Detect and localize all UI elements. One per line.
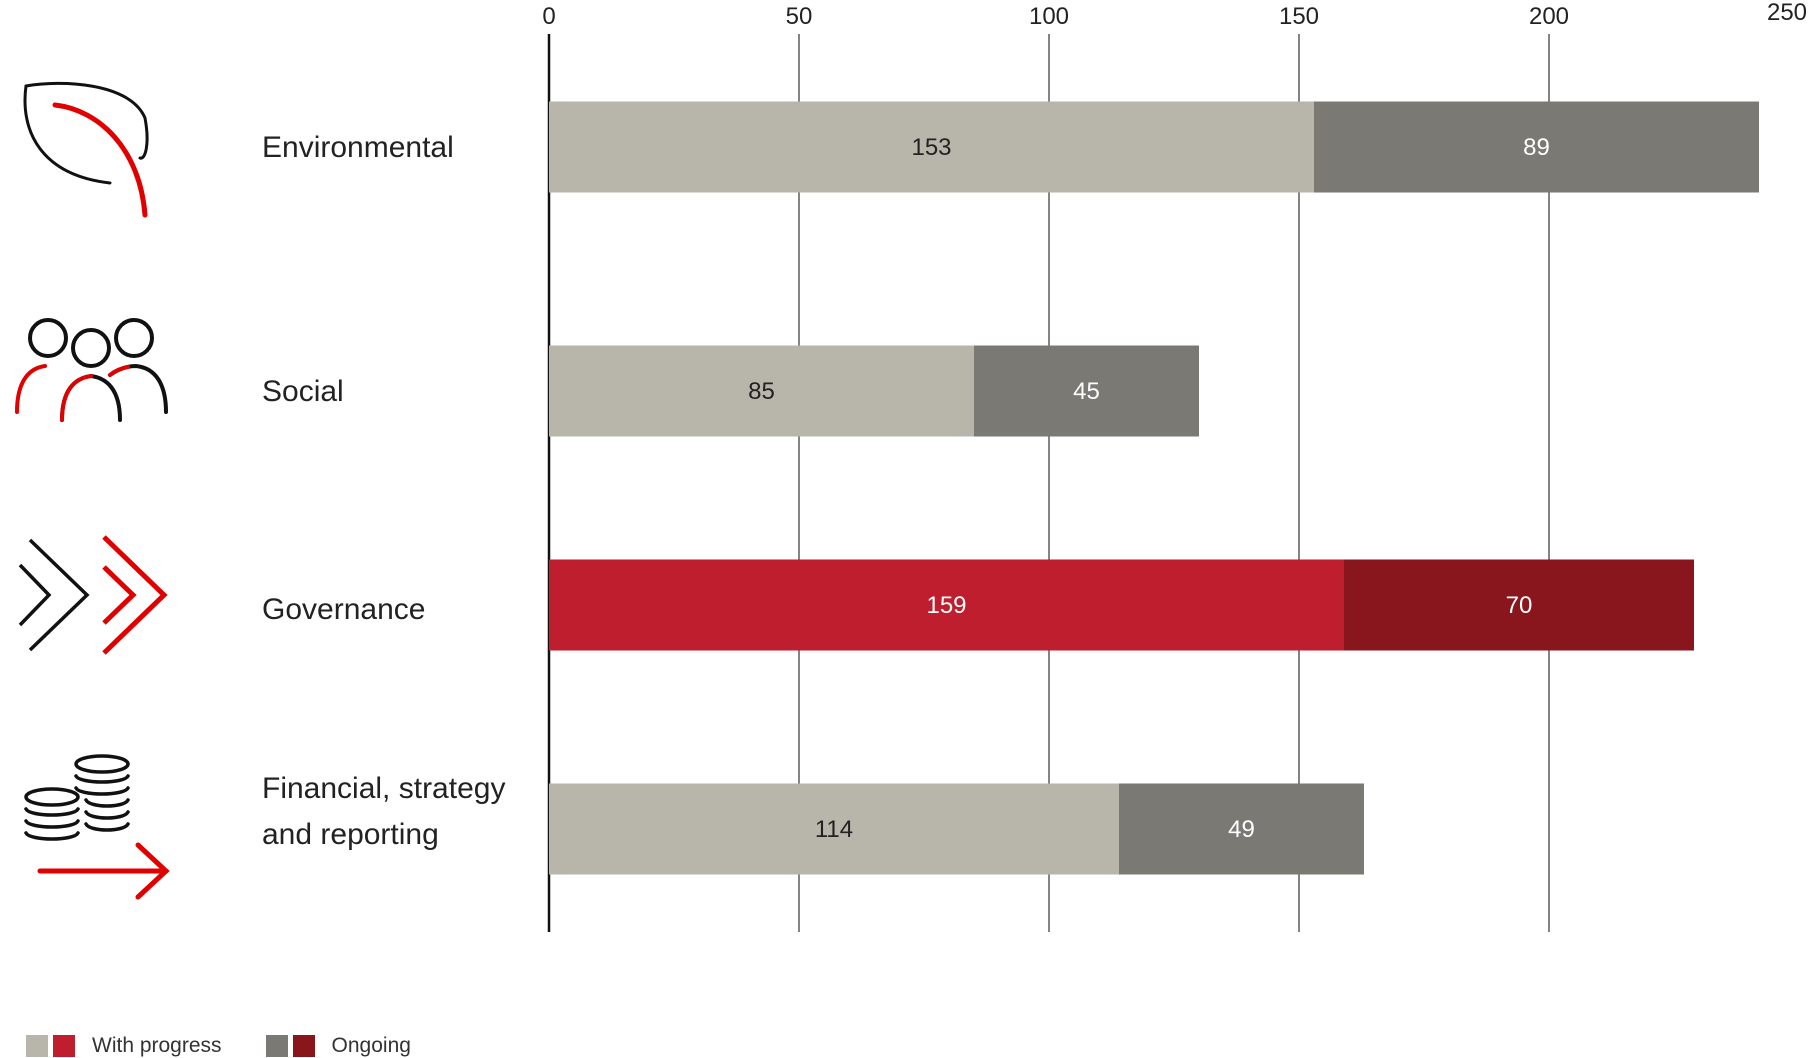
data-label: 49 [1228, 816, 1255, 843]
coins-arrow-icon [24, 754, 170, 900]
legend-swatch-ongoing-red [292, 1035, 315, 1057]
legend: With progress Ongoing [26, 1034, 455, 1058]
data-label: 45 [1073, 378, 1100, 405]
bar-segment [549, 559, 1344, 651]
double-chevron-icon [18, 535, 168, 655]
x-tick-label: 150 [1279, 3, 1319, 30]
data-label: 114 [815, 816, 853, 843]
data-label: 85 [748, 378, 775, 405]
category-labels: Environmental Social Governance Financial, … [262, 131, 505, 851]
legend-swatch-with-progress-red [53, 1035, 75, 1057]
category-label: Social [262, 375, 344, 408]
legend-swatch-ongoing-grey [265, 1035, 288, 1057]
x-tick-label: 100 [1029, 3, 1069, 30]
bar-segment [1314, 101, 1759, 193]
data-label: 89 [1523, 134, 1550, 161]
legend-swatch-with-progress-grey [26, 1035, 48, 1057]
bars: 153 89 85 45 159 70 114 49 [549, 101, 1759, 875]
bar-segment [549, 345, 974, 437]
x-tick-label: 200 [1529, 3, 1569, 30]
x-tick-label: 50 [786, 3, 813, 30]
x-tick-label: 250 [1767, 0, 1807, 26]
legend-label-with-progress: With progress [92, 1034, 222, 1057]
data-label: 70 [1506, 592, 1533, 619]
bar-segment [549, 783, 1119, 875]
bar-segment [549, 101, 1314, 193]
x-axis-ticks: 0 50 100 150 200 250 [542, 0, 1807, 30]
category-label: Financial, strategy and reporting [262, 772, 505, 851]
x-tick-label: 0 [542, 3, 555, 30]
bar-segment [1119, 783, 1364, 875]
data-label: 153 [911, 134, 951, 161]
category-label: Environmental [262, 131, 454, 164]
category-label: Governance [262, 593, 425, 626]
leaf-icon [23, 81, 149, 218]
legend-label-ongoing: Ongoing [331, 1034, 411, 1057]
data-label: 159 [926, 592, 966, 619]
bar-segment [974, 345, 1199, 437]
bar-segment [1344, 559, 1694, 651]
people-icon [15, 318, 168, 422]
